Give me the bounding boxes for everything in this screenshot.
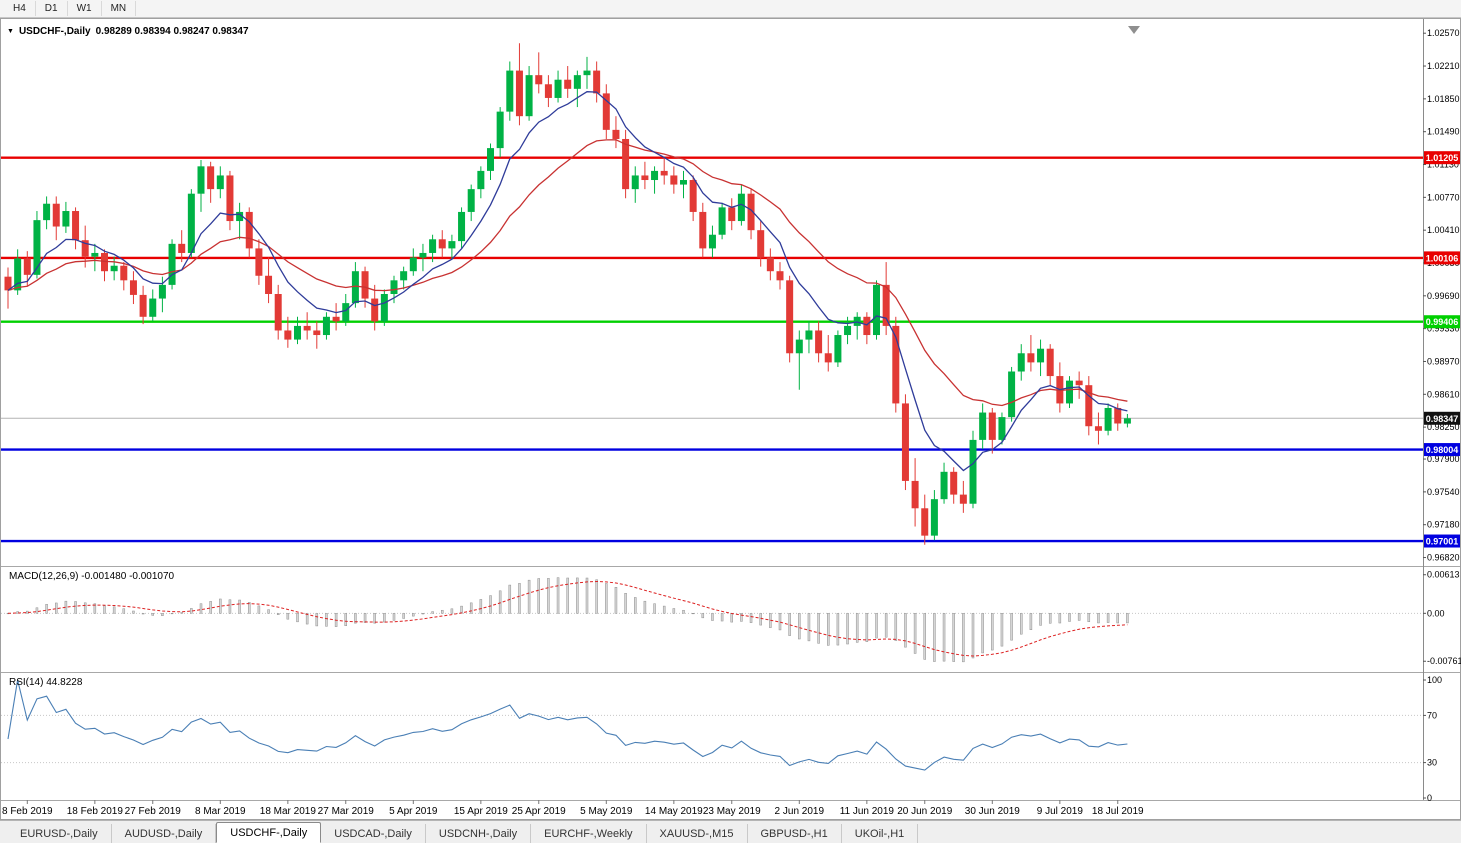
macd-indicator	[1, 577, 1423, 663]
svg-text:1.00770: 1.00770	[1427, 192, 1460, 202]
svg-text:0: 0	[1427, 793, 1432, 803]
svg-text:30 Jun 2019: 30 Jun 2019	[965, 806, 1020, 817]
svg-text:5 May 2019: 5 May 2019	[580, 806, 633, 817]
svg-text:-0.00761: -0.00761	[1427, 656, 1461, 666]
current-price-tag: 0.98347	[1424, 411, 1460, 425]
svg-text:15 Apr 2019: 15 Apr 2019	[454, 806, 508, 817]
svg-text:0.99406: 0.99406	[1426, 317, 1459, 327]
svg-text:0.98250: 0.98250	[1427, 422, 1460, 432]
svg-text:100: 100	[1427, 675, 1442, 685]
svg-text:0.98347: 0.98347	[1426, 414, 1459, 424]
panel-separators[interactable]	[0, 566, 1461, 801]
chart-tab[interactable]: GBPUSD-,H1	[748, 824, 842, 843]
svg-text:0.98610: 0.98610	[1427, 389, 1460, 399]
chart-tab[interactable]: USDCAD-,Daily	[321, 824, 426, 843]
chart-tab[interactable]: UKOil-,H1	[842, 824, 919, 843]
svg-text:11 Jun 2019: 11 Jun 2019	[840, 806, 895, 817]
svg-text:0.97540: 0.97540	[1427, 487, 1460, 497]
chart-tab-bar: EURUSD-,Daily AUDUSD-,Daily USDCHF-,Daily U…	[0, 820, 1461, 843]
svg-text:0.97900: 0.97900	[1427, 454, 1460, 464]
chart-canvas[interactable]: 1.02570 1.02210 1.01850 1.01490 1.01130 1.007…	[0, 18, 1461, 820]
level-price-tag: 1.00106	[1424, 251, 1460, 265]
svg-text:9 Jul 2019: 9 Jul 2019	[1037, 806, 1084, 817]
rsi-indicator-label: RSI(14) 44.8228	[9, 677, 83, 688]
svg-text:0.97180: 0.97180	[1427, 520, 1460, 530]
svg-text:0.99330: 0.99330	[1427, 324, 1460, 334]
svg-text:1.00106: 1.00106	[1426, 253, 1459, 263]
svg-text:2 Jun 2019: 2 Jun 2019	[775, 806, 825, 817]
chart-tab[interactable]: USDCNH-,Daily	[426, 824, 532, 843]
svg-text:30: 30	[1427, 758, 1437, 768]
level-price-tag: 0.99406	[1424, 315, 1460, 329]
timeframe-toolbar: H4 D1 W1 MN	[0, 0, 1461, 18]
chart-tab[interactable]: XAUUSD-,M15	[647, 824, 748, 843]
svg-text:14 May 2019: 14 May 2019	[645, 806, 703, 817]
symbol-dropdown-icon[interactable]: ▼	[7, 27, 14, 35]
svg-text:23 May 2019: 23 May 2019	[703, 806, 761, 817]
svg-text:70: 70	[1427, 710, 1437, 720]
macd-indicator-label: MACD(12,26,9) -0.001480 -0.001070	[9, 571, 175, 582]
svg-text:5 Apr 2019: 5 Apr 2019	[389, 806, 438, 817]
svg-text:1.02570: 1.02570	[1427, 28, 1460, 38]
svg-text:1.01205: 1.01205	[1426, 153, 1459, 163]
timeframe-mn-button[interactable]: MN	[102, 1, 137, 16]
svg-text:27 Mar 2019: 27 Mar 2019	[318, 806, 375, 817]
candlesticks	[4, 43, 1131, 545]
svg-text:20 Jun 2019: 20 Jun 2019	[897, 806, 952, 817]
chart-tab[interactable]: EURCHF-,Weekly	[531, 824, 647, 843]
level-price-tag: 0.97001	[1424, 534, 1460, 548]
svg-text:8 Feb 2019: 8 Feb 2019	[2, 806, 53, 817]
chart-window: 1.02570 1.02210 1.01850 1.01490 1.01130 1.007…	[0, 18, 1461, 820]
ma-slow-line	[7, 139, 1128, 407]
horizontal-level-lines[interactable]	[1, 156, 1423, 543]
svg-text:25 Apr 2019: 25 Apr 2019	[512, 806, 566, 817]
svg-text:1.00410: 1.00410	[1427, 225, 1460, 235]
ohlc-values: 0.98289 0.98394 0.98247 0.98347	[95, 26, 249, 37]
svg-text:1.02210: 1.02210	[1427, 61, 1460, 71]
svg-text:18 Jul 2019: 18 Jul 2019	[1092, 806, 1144, 817]
svg-text:0.00613: 0.00613	[1427, 570, 1460, 580]
svg-text:0.97001: 0.97001	[1426, 537, 1459, 547]
level-price-tag: 1.01205	[1424, 151, 1460, 165]
symbol-period-label: USDCHF-,Daily	[18, 26, 91, 37]
svg-text:0.98004: 0.98004	[1426, 445, 1459, 455]
chart-window-border	[0, 18, 1461, 820]
svg-text:0.99690: 0.99690	[1427, 291, 1460, 301]
svg-text:0.00: 0.00	[1427, 608, 1445, 618]
svg-text:8 Mar 2019: 8 Mar 2019	[195, 806, 246, 817]
ma-fast-line	[7, 91, 1128, 472]
svg-text:1.01850: 1.01850	[1427, 94, 1460, 104]
svg-text:1.01130: 1.01130	[1427, 160, 1459, 170]
svg-text:1.01490: 1.01490	[1427, 127, 1460, 137]
svg-text:0.98970: 0.98970	[1427, 356, 1460, 366]
rsi-line	[7, 679, 1128, 771]
chart-title: ▼ USDCHF-,Daily 0.98289 0.98394 0.98247 …	[7, 26, 249, 37]
rsi-indicator	[1, 679, 1423, 771]
svg-text:18 Mar 2019: 18 Mar 2019	[260, 806, 317, 817]
timeframe-w1-button[interactable]: W1	[68, 1, 102, 16]
chart-shift-marker-icon[interactable]	[1128, 26, 1140, 34]
svg-text:27 Feb 2019: 27 Feb 2019	[125, 806, 182, 817]
level-price-tag: 0.98004	[1424, 443, 1460, 457]
time-axis[interactable]: 8 Feb 2019 18 Feb 2019 27 Feb 2019 8 Mar 20…	[2, 800, 1144, 817]
chart-tab[interactable]: USDCHF-,Daily	[216, 822, 322, 843]
timeframe-h4-button[interactable]: H4	[4, 1, 36, 16]
timeframe-d1-button[interactable]: D1	[36, 1, 68, 16]
price-axis[interactable]: 1.02570 1.02210 1.01850 1.01490 1.01130 1.007…	[1423, 28, 1460, 563]
macd-signal-line	[7, 580, 1128, 657]
svg-text:18 Feb 2019: 18 Feb 2019	[67, 806, 124, 817]
svg-text:0.96820: 0.96820	[1427, 553, 1460, 563]
chart-tab[interactable]: EURUSD-,Daily	[7, 824, 112, 843]
chart-tab[interactable]: AUDUSD-,Daily	[112, 824, 217, 843]
indicator-axes: 0.00613 0.00 -0.00761 100 70 30 0	[1423, 570, 1461, 803]
